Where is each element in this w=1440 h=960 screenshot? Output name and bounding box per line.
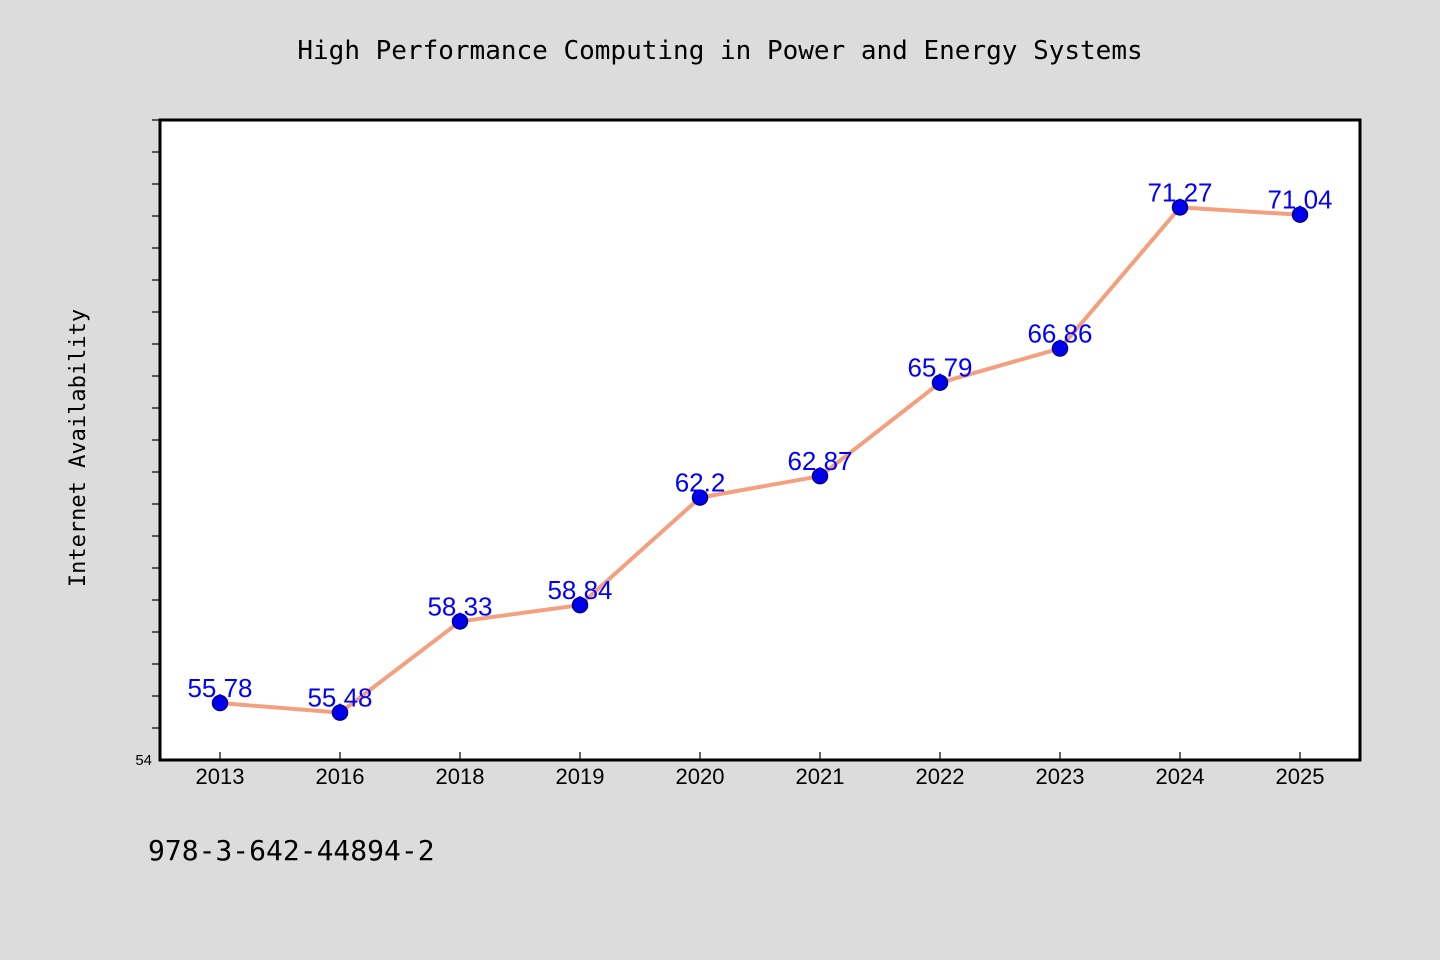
- data-label: 66.86: [1027, 318, 1092, 348]
- data-label: 65.79: [907, 353, 972, 383]
- x-tick-label: 2024: [1156, 764, 1205, 789]
- data-point: [571, 596, 589, 614]
- data-point: [811, 467, 829, 485]
- data-point: [691, 489, 709, 506]
- data-point: [331, 704, 349, 721]
- data-label: 62.2: [675, 468, 726, 498]
- data-label: 58.33: [427, 591, 492, 621]
- x-tick-label: 2021: [796, 764, 845, 789]
- data-point: [1291, 206, 1309, 223]
- x-tick-label: 2019: [556, 764, 605, 789]
- x-tick-label: 2020: [676, 764, 725, 789]
- data-point: [451, 613, 469, 630]
- x-tick-label: 2016: [316, 764, 365, 789]
- x-axis-ticks: 2013 2016 2018 2019 2020 2021 2022 2023 2024 2025: [196, 752, 1325, 789]
- data-label: 71.04: [1267, 185, 1332, 215]
- data-labels: 55.78 55.48 58.33 58.84 62.2 62.87 65.79 66.86 7…: [187, 177, 1332, 712]
- series-line: [218, 205, 1302, 715]
- chart-title: High Performance Computing in Power and …: [297, 36, 1143, 66]
- series-group: [211, 199, 1309, 721]
- x-tick-label: 2022: [916, 764, 965, 789]
- data-point: [1171, 199, 1189, 216]
- data-point: [211, 694, 229, 712]
- isbn-text: 978-3-642-44894-2: [148, 834, 435, 867]
- x-tick-label: 2013: [196, 764, 245, 789]
- data-label: 62.87: [787, 446, 852, 476]
- data-label: 58.84: [547, 575, 612, 605]
- data-point: [1051, 340, 1069, 357]
- x-tick-label: 2018: [436, 764, 485, 789]
- plot-area: [160, 120, 1360, 760]
- data-label: 71.27: [1147, 177, 1212, 207]
- data-label: 55.48: [307, 683, 372, 713]
- x-tick-label: 2023: [1036, 764, 1085, 789]
- plot-frame: [158, 118, 1362, 762]
- y-axis-title: Internet Availability: [66, 309, 91, 587]
- y-tick-label: 54: [135, 752, 152, 769]
- data-point: [931, 374, 949, 391]
- y-axis-ticks: 54: [135, 119, 160, 769]
- x-tick-label: 2025: [1276, 764, 1325, 789]
- data-label: 55.78: [187, 673, 252, 703]
